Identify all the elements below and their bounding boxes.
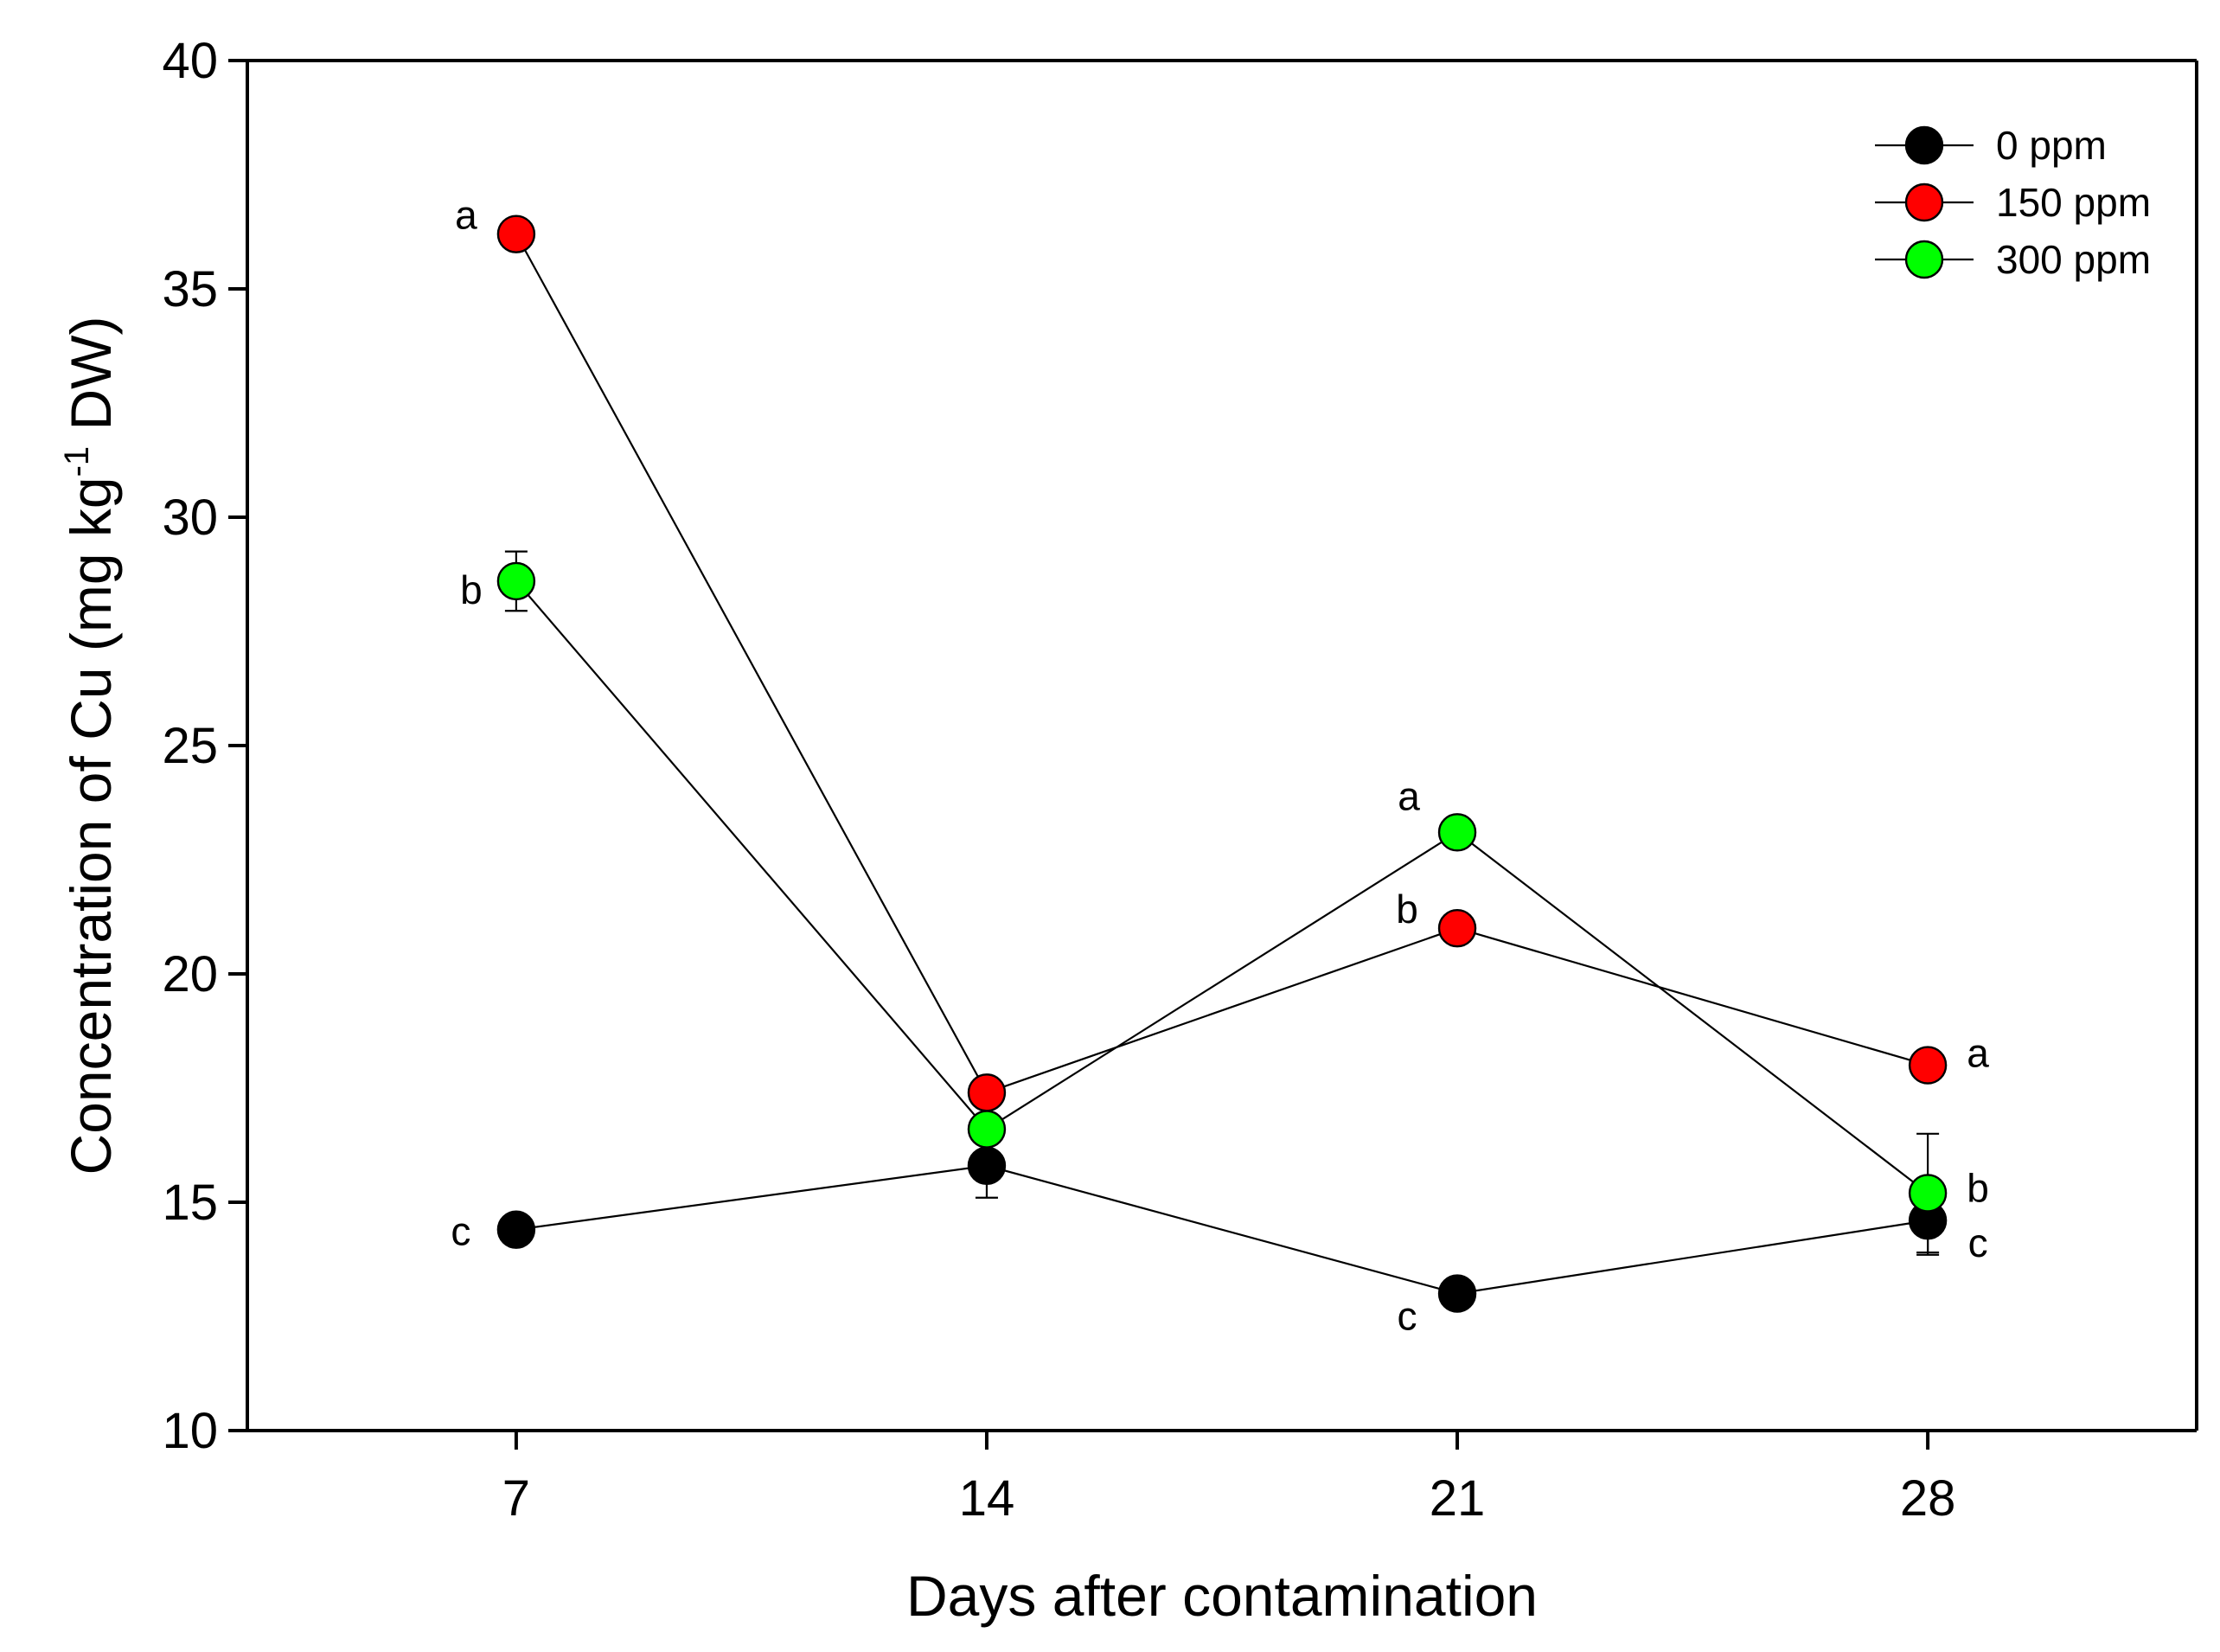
- y-ticks: 10 15 20 25 30 35 40: [162, 33, 247, 1459]
- significance-label: a: [455, 193, 477, 238]
- y-tick-label: 20: [162, 946, 218, 1002]
- data-point: [967, 1073, 1007, 1112]
- data-markers: [496, 215, 1948, 1313]
- significance-label: c: [451, 1209, 470, 1254]
- legend-marker: [1904, 240, 1944, 279]
- x-tick-label: 14: [959, 1470, 1015, 1527]
- y-axis-title: Concentration of Cu (mg kg-1 DW): [58, 317, 123, 1175]
- significance-label: c: [1968, 1220, 1988, 1265]
- significance-label: a: [1967, 1031, 1989, 1076]
- significance-label: a: [1398, 773, 1420, 818]
- legend-label: 300 ppm: [1996, 237, 2151, 282]
- y-tick-label: 30: [162, 490, 218, 546]
- x-tick-label: 28: [1900, 1470, 1956, 1527]
- y-tick-label: 10: [162, 1403, 218, 1459]
- x-tick-label: 7: [502, 1470, 530, 1527]
- data-point: [1908, 1046, 1948, 1085]
- significance-label: b: [460, 567, 483, 612]
- data-point: [967, 1110, 1007, 1149]
- series-line-150-ppm: [515, 234, 1929, 1094]
- data-point: [1908, 1174, 1948, 1213]
- legend: 0 ppm 150 ppm 300 ppm: [1875, 123, 2151, 282]
- data-point: [967, 1146, 1007, 1185]
- data-point: [496, 1210, 536, 1249]
- y-axis-title-main: Concentration of Cu (mg kg: [59, 477, 123, 1175]
- series-line-0-ppm: [515, 1164, 1929, 1295]
- legend-marker: [1904, 182, 1944, 222]
- significance-labels: c c c a b a b a b: [451, 193, 1989, 1339]
- significance-label: b: [1396, 887, 1418, 932]
- y-tick-label: 15: [162, 1175, 218, 1231]
- data-point: [1437, 908, 1477, 948]
- y-tick-label: 25: [162, 718, 218, 774]
- data-point: [1437, 813, 1477, 852]
- x-axis-title: Days after contamination: [906, 1564, 1538, 1628]
- y-axis-title-superscript: -1: [58, 446, 96, 477]
- significance-label: c: [1398, 1294, 1417, 1339]
- x-tick-label: 21: [1430, 1470, 1486, 1527]
- data-point: [496, 561, 536, 601]
- series-line-300-ppm: [515, 580, 1929, 1194]
- x-ticks: 7 14 21 28: [502, 1431, 1956, 1527]
- series-lines: [515, 234, 1929, 1295]
- data-point: [1437, 1274, 1477, 1313]
- legend-marker: [1904, 125, 1944, 165]
- legend-label: 0 ppm: [1996, 123, 2107, 168]
- y-tick-label: 40: [162, 33, 218, 89]
- data-point: [496, 215, 536, 253]
- y-axis-title-suffix: DW): [59, 317, 123, 446]
- significance-label: b: [1967, 1165, 1989, 1210]
- legend-label: 150 ppm: [1996, 180, 2151, 225]
- y-tick-label: 35: [162, 261, 218, 317]
